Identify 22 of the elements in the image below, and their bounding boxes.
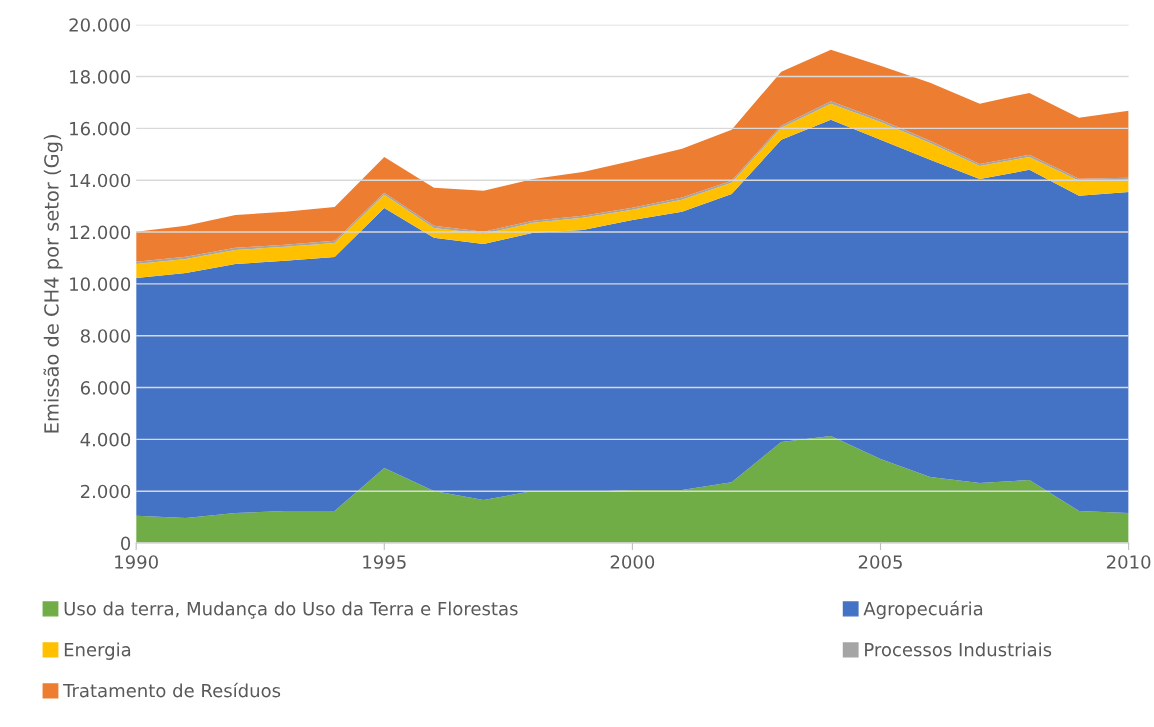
y-axis-title: Emissão de CH4 por setor (Gg) bbox=[43, 135, 63, 433]
y-tick-label: 20.000 bbox=[69, 18, 131, 32]
y-tick-label: 6.000 bbox=[80, 381, 131, 395]
x-tick-label: 2005 bbox=[858, 555, 902, 569]
x-tick-label: 2000 bbox=[610, 555, 655, 569]
y-tick-label: 4.000 bbox=[80, 432, 131, 447]
y-tick-label: 14.000 bbox=[70, 173, 131, 188]
x-tick-label: 1995 bbox=[363, 555, 406, 569]
y-tick-label: 10.000 bbox=[70, 277, 131, 292]
y-tick-label: 18.000 bbox=[70, 70, 131, 84]
legend-label: Tratamento de Resíduos bbox=[63, 682, 281, 698]
y-tick-label: 16.000 bbox=[70, 121, 131, 136]
y-tick-label: 2.000 bbox=[80, 484, 131, 499]
x-tick-label: 1990 bbox=[115, 555, 158, 569]
y-tick-label: 8.000 bbox=[80, 329, 131, 343]
legend-label: Uso da terra, Mudança do Uso da Terra e Florestas bbox=[64, 601, 518, 619]
y-tick-label: 12.000 bbox=[70, 225, 131, 240]
legend-label: Agropecuária bbox=[863, 600, 983, 619]
y-tick-label: 0 bbox=[121, 536, 131, 551]
x-tick-label: 2010 bbox=[1106, 555, 1151, 569]
legend-label: Energia bbox=[64, 642, 131, 660]
legend-label: Processos Industriais bbox=[865, 642, 1052, 657]
